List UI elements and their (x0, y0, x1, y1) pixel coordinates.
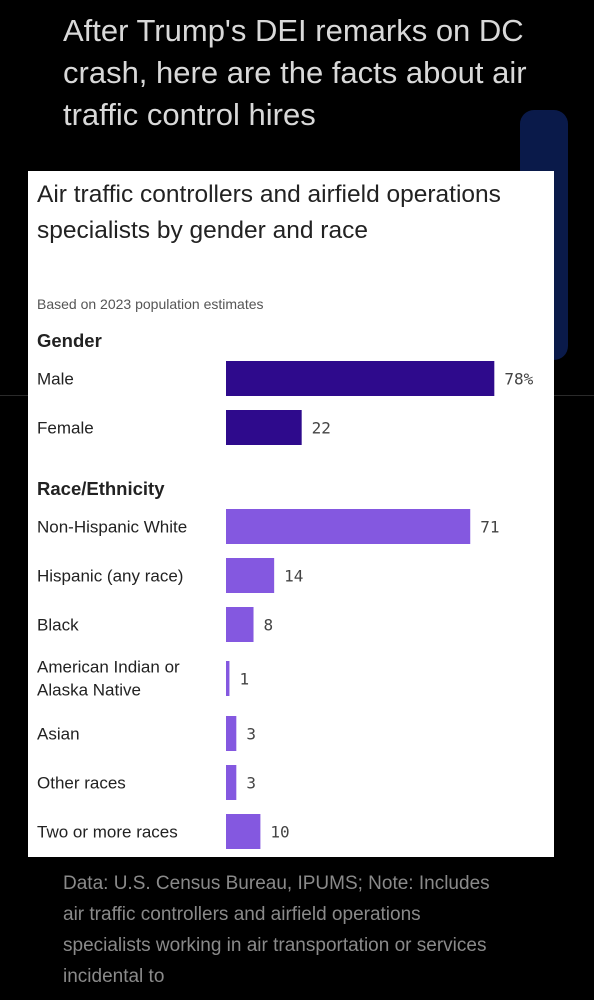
value-label: 71 (480, 518, 499, 537)
category-label: Male (37, 370, 74, 389)
section-heading-race: Race/Ethnicity (37, 478, 165, 499)
category-label: Non-Hispanic White (37, 518, 187, 537)
bar (226, 361, 495, 396)
bar (226, 558, 275, 593)
category-label: Black (37, 616, 79, 635)
category-label: Female (37, 419, 94, 438)
value-label: 8 (264, 616, 274, 635)
section-heading-gender: Gender (37, 330, 102, 351)
value-label: 10 (270, 823, 289, 842)
bar-chart: Male 78% Female 22 Non-Hispanic White 71 Hispa… (37, 361, 534, 849)
value-label: 14 (284, 567, 303, 586)
bar (226, 661, 230, 696)
bar (226, 716, 237, 751)
category-label: Hispanic (any race) (37, 567, 183, 586)
chart-title: Air traffic controllers and airfield ope… (37, 181, 501, 244)
headline: After Trump's DEI remarks on DC crash, h… (63, 13, 527, 132)
value-label: 3 (246, 774, 256, 793)
category-label: American Indian or Alaska Native (37, 658, 180, 700)
value-label: 1 (239, 670, 249, 689)
bar (226, 509, 471, 544)
bar (226, 765, 237, 800)
chart-card: Air traffic controllers and airfield ope… (28, 171, 554, 857)
bar (226, 814, 261, 849)
value-label: 78% (504, 370, 533, 389)
chart-subtitle: Based on 2023 population estimates (37, 296, 264, 312)
category-label: Two or more races (37, 823, 178, 842)
category-label: Asian (37, 725, 80, 744)
bar (226, 607, 254, 642)
bar (226, 410, 302, 445)
value-label: 3 (246, 725, 256, 744)
category-label: Other races (37, 774, 126, 793)
source-note: Data: U.S. Census Bureau, IPUMS; Note: I… (63, 873, 490, 987)
value-label: 22 (312, 419, 331, 438)
